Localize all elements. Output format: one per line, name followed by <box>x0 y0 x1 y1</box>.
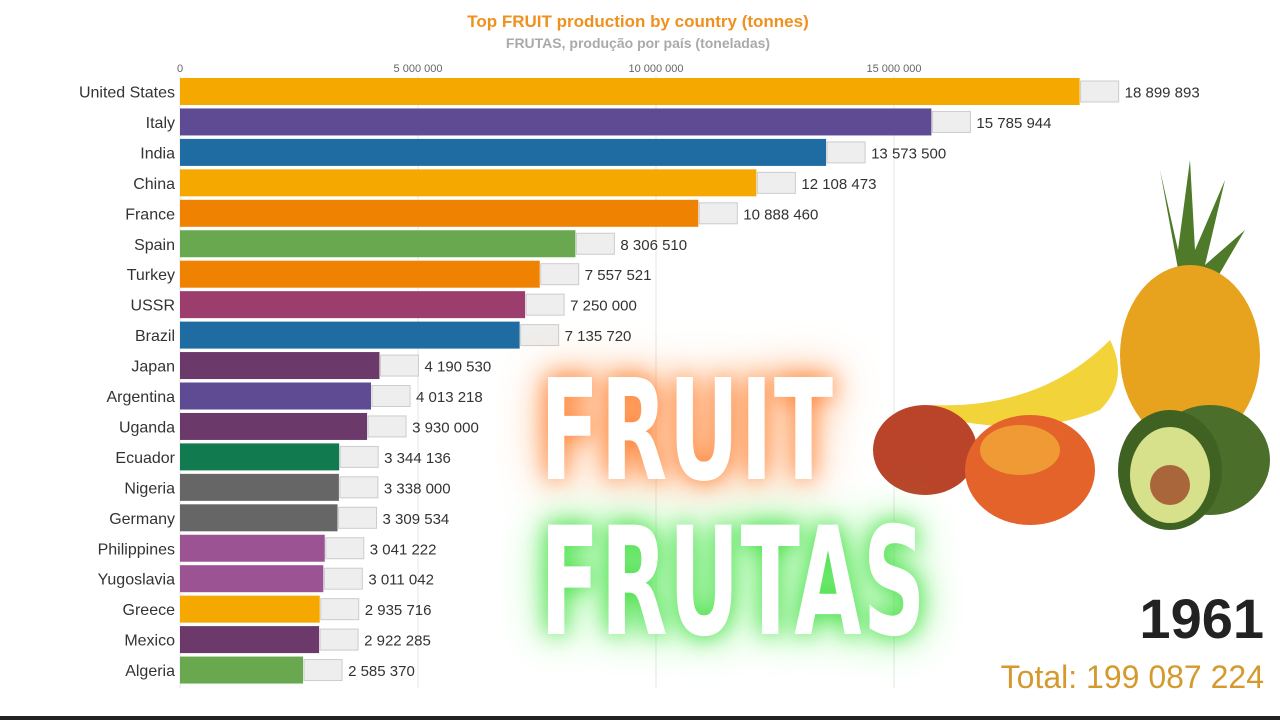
category-label: Philippines <box>98 541 175 558</box>
chart-subtitle: FRUTAS, produção por país (toneladas) <box>505 35 771 51</box>
bar <box>180 169 757 197</box>
total-label: Total: 199 087 224 <box>1000 659 1264 695</box>
bar <box>180 108 932 136</box>
value-label: 2 935 716 <box>365 602 432 619</box>
flag-icon <box>1080 80 1120 103</box>
category-label: Greece <box>123 602 176 619</box>
bar <box>180 78 1080 105</box>
value-label: 3 041 222 <box>370 541 437 558</box>
flag-icon <box>323 567 363 590</box>
category-label: India <box>140 145 175 162</box>
flag-icon <box>379 354 419 377</box>
value-label: 3 930 000 <box>412 419 479 436</box>
bar <box>180 230 576 258</box>
category-label: China <box>133 176 175 193</box>
bar <box>180 260 540 288</box>
bar <box>180 352 380 380</box>
bar <box>180 534 325 562</box>
mango-icon <box>873 405 1095 525</box>
value-label: 18 899 893 <box>1125 85 1200 102</box>
x-tick-label: 5 000 000 <box>394 63 443 75</box>
value-label: 7 557 521 <box>585 267 652 284</box>
bar <box>180 138 827 166</box>
overlay-word-frutas: FRUTAS <box>540 496 927 670</box>
value-label: 4 190 530 <box>424 359 491 376</box>
bar <box>180 443 340 471</box>
flag-icon <box>339 445 379 468</box>
flag-icon <box>525 293 565 316</box>
flag-icon <box>826 141 866 164</box>
avocado-icon <box>1118 405 1270 530</box>
fruit-illustration <box>873 160 1270 530</box>
bar <box>180 412 368 440</box>
flag-icon <box>756 171 796 194</box>
flag-icon <box>320 598 360 621</box>
category-label: Algeria <box>125 663 175 680</box>
category-label: Japan <box>131 359 175 376</box>
category-label: France <box>125 206 175 223</box>
flag-icon <box>931 110 971 133</box>
category-label: Turkey <box>127 267 175 284</box>
value-label: 3 344 136 <box>384 450 451 467</box>
value-label: 4 013 218 <box>416 389 483 406</box>
category-label: Argentina <box>107 389 176 406</box>
flag-icon <box>338 506 378 529</box>
bar <box>180 626 320 654</box>
value-label: 10 888 460 <box>743 206 818 223</box>
overlay-word-fruit: FRUIT <box>540 350 835 513</box>
value-label: 3 011 042 <box>368 572 434 589</box>
category-label: Italy <box>146 115 175 132</box>
value-label: 13 573 500 <box>871 145 946 162</box>
bar <box>180 291 526 319</box>
flag-icon <box>303 659 343 682</box>
category-label: Germany <box>109 511 175 528</box>
value-label: 3 309 534 <box>383 511 450 528</box>
x-tick-label: 0 <box>177 63 183 75</box>
flag-icon <box>325 537 365 560</box>
bar <box>180 565 324 593</box>
category-label: USSR <box>131 298 175 315</box>
value-label: 7 135 720 <box>565 328 632 345</box>
flag-icon <box>367 415 407 438</box>
value-label: 2 585 370 <box>348 663 415 680</box>
x-tick-label: 10 000 000 <box>628 63 683 75</box>
bar <box>180 595 320 623</box>
flag-icon <box>575 232 615 255</box>
bar <box>180 199 699 227</box>
flag-icon <box>520 324 560 347</box>
category-label: Nigeria <box>124 480 175 497</box>
video-progress-bar <box>0 716 1280 720</box>
category-label: Ecuador <box>115 450 175 467</box>
category-label: Uganda <box>119 419 175 436</box>
flag-icon <box>540 263 580 286</box>
bar <box>180 504 338 532</box>
flag-icon <box>339 476 379 499</box>
flag-icon <box>371 385 411 407</box>
value-label: 15 785 944 <box>976 115 1051 132</box>
flag-icon <box>319 628 359 651</box>
category-label: Yugoslavia <box>98 572 175 589</box>
bar <box>180 473 339 501</box>
x-tick-label: 15 000 000 <box>866 63 921 75</box>
value-label: 3 338 000 <box>384 480 451 497</box>
bar <box>180 321 520 349</box>
value-label: 7 250 000 <box>570 298 637 315</box>
value-label: 8 306 510 <box>620 237 687 254</box>
category-label: Mexico <box>124 633 175 650</box>
banana-icon <box>930 340 1118 427</box>
category-label: Brazil <box>135 328 175 345</box>
bar <box>180 382 372 410</box>
value-label: 12 108 473 <box>801 176 876 193</box>
bar <box>180 656 304 684</box>
year-label: 1961 <box>1139 587 1264 650</box>
category-label: United States <box>79 85 175 102</box>
chart-title: Top FRUIT production by country (tonnes) <box>467 12 809 31</box>
pineapple-icon <box>1120 160 1260 445</box>
value-label: 2 922 285 <box>364 633 431 650</box>
flag-icon <box>698 202 738 225</box>
category-label: Spain <box>134 237 175 254</box>
